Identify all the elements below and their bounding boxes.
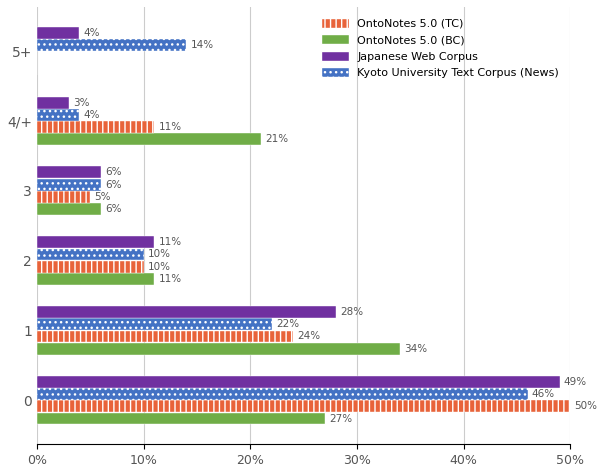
Bar — [37, 319, 272, 330]
Bar — [37, 343, 400, 355]
Bar — [37, 401, 570, 412]
Text: 10%: 10% — [148, 249, 171, 259]
Bar — [37, 97, 69, 109]
Bar — [37, 179, 101, 191]
Text: 11%: 11% — [158, 274, 182, 284]
Bar — [37, 133, 261, 145]
Bar — [37, 261, 144, 273]
Bar — [37, 376, 560, 388]
Text: 34%: 34% — [404, 344, 427, 354]
Bar — [37, 236, 154, 248]
Bar — [37, 306, 336, 318]
Text: 49%: 49% — [564, 377, 587, 387]
Text: 10%: 10% — [148, 262, 171, 272]
Text: 6%: 6% — [105, 180, 121, 190]
Text: 50%: 50% — [574, 401, 597, 411]
Text: 27%: 27% — [329, 413, 352, 423]
Bar — [37, 330, 293, 342]
Bar — [37, 248, 144, 260]
Text: 46%: 46% — [532, 389, 555, 399]
Text: 14%: 14% — [190, 40, 214, 50]
Bar — [37, 388, 528, 400]
Bar — [37, 191, 90, 203]
Text: 5%: 5% — [94, 192, 111, 202]
Text: 22%: 22% — [276, 319, 299, 329]
Bar — [37, 121, 154, 133]
Text: 28%: 28% — [340, 307, 363, 317]
Text: 4%: 4% — [84, 110, 100, 120]
Bar — [37, 412, 325, 424]
Text: 3%: 3% — [73, 98, 89, 108]
Bar — [37, 203, 101, 215]
Text: 21%: 21% — [265, 134, 288, 144]
Legend: OntoNotes 5.0 (TC), OntoNotes 5.0 (BC), Japanese Web Corpus, Kyoto University Te: OntoNotes 5.0 (TC), OntoNotes 5.0 (BC), … — [315, 12, 565, 83]
Bar — [37, 39, 186, 51]
Text: 11%: 11% — [158, 122, 182, 132]
Bar — [37, 27, 80, 39]
Text: 24%: 24% — [297, 331, 320, 341]
Bar — [37, 166, 101, 178]
Text: 11%: 11% — [158, 237, 182, 247]
Text: 4%: 4% — [84, 28, 100, 38]
Bar — [37, 273, 154, 285]
Text: 6%: 6% — [105, 204, 121, 214]
Bar — [37, 109, 80, 121]
Text: 6%: 6% — [105, 167, 121, 177]
